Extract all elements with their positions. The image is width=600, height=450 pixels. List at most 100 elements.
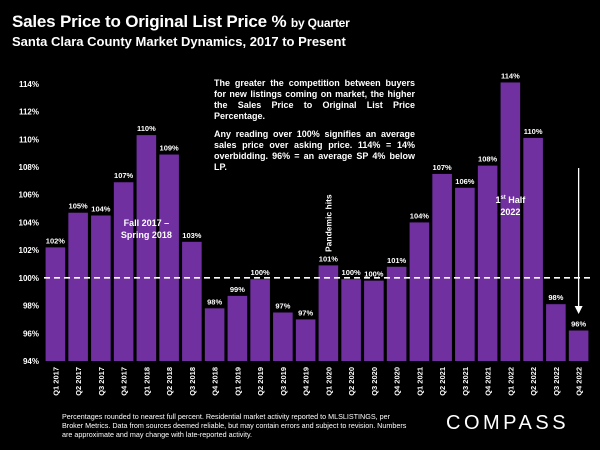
bar <box>477 165 498 361</box>
data-label: 98% <box>548 293 563 302</box>
data-label: 101% <box>387 256 407 265</box>
x-tick-label: Q4 2017 <box>120 367 129 396</box>
y-tick-label: 102% <box>19 246 39 255</box>
note-paragraph-1: The greater the competition between buye… <box>214 78 415 121</box>
x-tick-label: Q4 2019 <box>302 367 311 396</box>
bar <box>523 137 543 361</box>
x-tick-label: Q3 2018 <box>188 367 197 396</box>
y-tick-label: 110% <box>19 135 39 144</box>
x-tick-label: Q2 2022 <box>529 367 538 396</box>
y-tick-label: 114% <box>19 80 39 89</box>
data-label: 109% <box>160 144 180 153</box>
data-label: 100% <box>251 268 271 277</box>
data-label: 100% <box>364 270 384 279</box>
y-tick-label: 112% <box>19 108 39 117</box>
bar <box>113 182 134 361</box>
chart-title-main: Sales Price to Original List Price % <box>12 12 287 31</box>
x-tick-label: Q3 2022 <box>552 367 561 396</box>
bar <box>204 308 225 361</box>
annotation-spring-2018: Spring 2018 <box>121 230 172 240</box>
x-tick-label: Q1 2022 <box>506 367 515 396</box>
x-tick-label: Q1 2017 <box>51 367 60 396</box>
x-tick-label: Q3 2017 <box>97 367 106 396</box>
x-tick-label: Q1 2020 <box>324 367 333 396</box>
data-label: 102% <box>46 236 66 245</box>
data-label: 104% <box>410 211 430 220</box>
y-tick-label: 108% <box>19 163 39 172</box>
x-tick-label: Q4 2018 <box>211 367 220 396</box>
note-paragraph-2: Any reading over 100% signifies an avera… <box>214 129 415 172</box>
data-label: 96% <box>571 320 586 329</box>
chart-subtitle: Santa Clara County Market Dynamics, 2017… <box>12 34 346 49</box>
data-label: 108% <box>478 155 498 164</box>
data-label: 105% <box>69 202 89 211</box>
bar <box>136 135 157 361</box>
data-label: 97% <box>275 302 290 311</box>
explanation-note: The greater the competition between buye… <box>214 78 415 180</box>
x-tick-label: Q2 2020 <box>347 367 356 396</box>
x-tick-label: Q1 2019 <box>233 367 242 396</box>
bar <box>386 266 407 361</box>
bar <box>409 222 430 361</box>
y-tick-label: 100% <box>19 274 39 283</box>
data-label: 97% <box>298 308 313 317</box>
arrowhead-icon <box>574 306 583 314</box>
y-axis: 94% 96% 98% 100% 102% 104% 106% 108% 110% 112% 114… <box>19 80 39 366</box>
x-tick-label: Q2 2018 <box>165 367 174 396</box>
bar <box>432 173 452 361</box>
x-tick-label: Q4 2022 <box>575 367 584 396</box>
data-label: 100% <box>342 268 362 277</box>
bar <box>227 295 248 361</box>
bar <box>546 304 566 361</box>
x-tick-label: Q2 2021 <box>438 367 447 396</box>
bar <box>45 247 66 361</box>
data-label: 98% <box>207 297 222 306</box>
bar <box>250 279 270 361</box>
x-tick-label: Q4 2020 <box>393 367 402 396</box>
bar <box>455 187 475 361</box>
data-label: 106% <box>455 177 475 186</box>
x-tick-label: Q4 2021 <box>484 367 493 396</box>
data-label: 101% <box>319 254 339 263</box>
data-label: 104% <box>91 205 111 214</box>
y-tick-label: 94% <box>23 357 39 366</box>
x-tick-label: Q1 2021 <box>415 367 424 396</box>
bar <box>500 82 521 361</box>
data-labels-group: 102%105% 104%107%110%109%103%98%99%100%97… <box>46 71 587 328</box>
bars-group <box>45 82 589 361</box>
bar <box>295 319 316 361</box>
data-label: 114% <box>501 71 520 80</box>
chart-title: Sales Price to Original List Price % by … <box>12 12 350 32</box>
data-label: 110% <box>524 127 543 136</box>
annotation-2022: 2022 <box>500 207 520 217</box>
bar <box>273 312 293 361</box>
data-label: 107% <box>433 163 453 172</box>
annotation-first-half: 1st Half <box>495 195 526 205</box>
x-axis: Q1 2017 Q2 2017 Q3 2017 Q4 2017 Q1 2018 Q2 20… <box>51 367 583 396</box>
x-tick-label: Q1 2018 <box>142 367 151 396</box>
bar <box>182 241 202 361</box>
data-label: 99% <box>230 285 245 294</box>
x-tick-label: Q3 2021 <box>461 367 470 396</box>
y-tick-label: 98% <box>23 302 39 311</box>
chart-title-by: by Quarter <box>290 16 350 30</box>
x-tick-label: Q3 2019 <box>279 367 288 396</box>
bar <box>364 280 384 361</box>
x-tick-label: Q2 2019 <box>256 367 265 396</box>
bar <box>91 215 111 361</box>
bar <box>318 265 339 361</box>
compass-logo: COMPASS <box>446 412 570 434</box>
y-tick-label: 106% <box>19 191 39 200</box>
annotations-group: Fall 2017 – Spring 2018 Pandemic hits 1s… <box>121 168 583 314</box>
x-tick-label: Q2 2017 <box>74 367 83 396</box>
data-label: 110% <box>137 124 156 133</box>
bar <box>568 330 589 361</box>
bar <box>68 212 88 361</box>
data-label: 107% <box>114 171 134 180</box>
y-tick-label: 96% <box>23 329 39 338</box>
annotation-fall-2017: Fall 2017 – <box>124 218 170 228</box>
footer-disclaimer: Percentages rounded to nearest full perc… <box>62 412 407 439</box>
bar <box>159 154 179 361</box>
bar <box>341 279 361 361</box>
